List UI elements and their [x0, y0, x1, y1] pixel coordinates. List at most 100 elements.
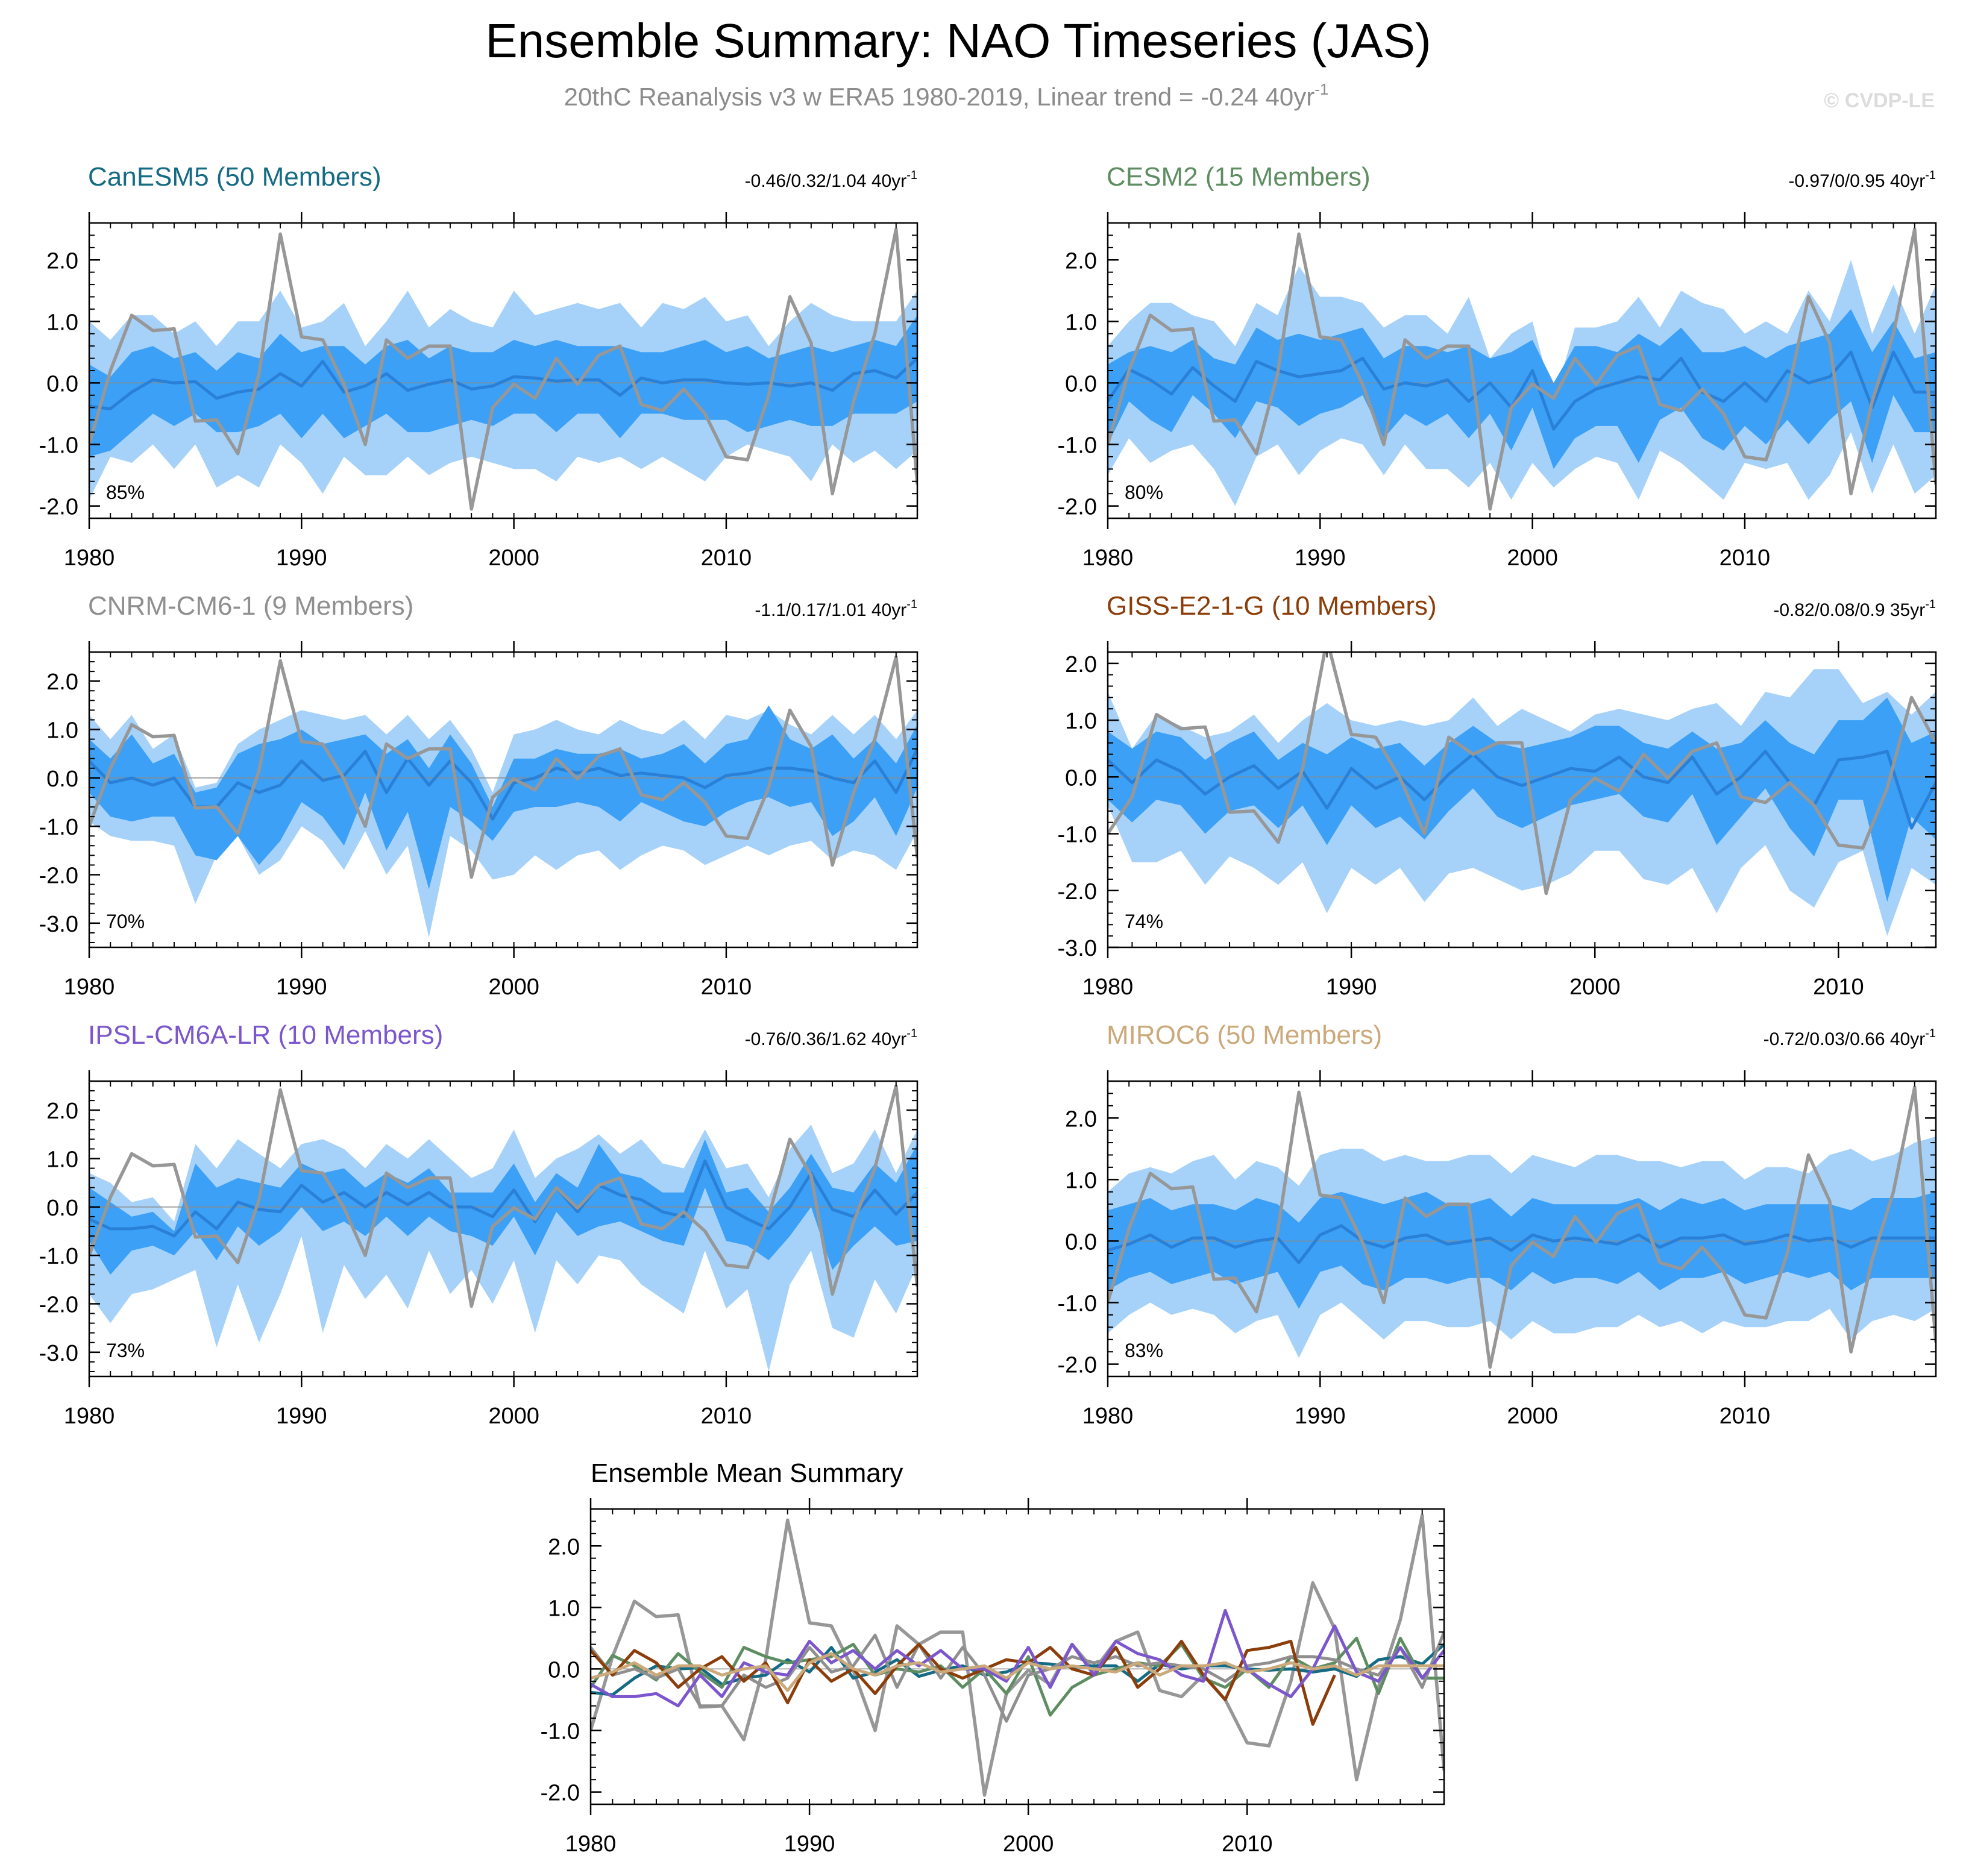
canesm5-x-tick-label: 1990 — [276, 545, 327, 571]
ensmean-panel: -2.0 -1.0 0.0 1.0 2.0 1980 1990 2000 2010 Ensembl… — [541, 1458, 1445, 1857]
miroc6-observed-line — [1108, 1085, 1936, 1369]
miroc6-y-tick-label: 2.0 — [1065, 1106, 1097, 1132]
giss-panel: -3.0 -2.0 -1.0 0.0 1.0 2.0 1980 1990 2000 2010 GIS… — [1058, 591, 1937, 1000]
ipsl-y-tick-label: 1.0 — [46, 1147, 78, 1173]
ipsl-plot-area — [89, 1084, 917, 1372]
cesm2-trend-superscript: -1 — [1925, 169, 1936, 182]
ipsl-x-tick-label: 2000 — [488, 1404, 539, 1429]
cesm2-trend-text: -0.97/0/0.95 40yr — [1788, 171, 1925, 191]
canesm5-percent-label: 85% — [106, 482, 145, 503]
cesm2-observed-line — [1108, 227, 1936, 511]
miroc6-x-tick-label: 1980 — [1082, 1404, 1134, 1429]
ipsl-x-tick-label: 1980 — [64, 1404, 115, 1429]
canesm5-y-tick-label: 1.0 — [46, 310, 78, 335]
ensmean-x-tick-label: 2000 — [1003, 1831, 1054, 1857]
giss-title: GISS-E2-1-G (10 Members) — [1107, 591, 1437, 621]
ipsl-trend-superscript: -1 — [906, 1027, 917, 1040]
ensmean-y-tick-label: -1.0 — [541, 1719, 580, 1745]
giss-y-tick-label: 0.0 — [1065, 765, 1097, 791]
miroc6-trend-label: -0.72/0.03/0.66 40yr-1 — [1764, 1027, 1936, 1049]
miroc6-trend-text: -0.72/0.03/0.66 40yr — [1764, 1029, 1926, 1049]
ipsl-trend-label: -0.76/0.36/1.62 40yr-1 — [745, 1027, 917, 1049]
miroc6-trend-superscript: -1 — [1925, 1027, 1936, 1040]
giss-y-tick-label: 1.0 — [1065, 709, 1097, 734]
cesm2-title: CESM2 (15 Members) — [1107, 162, 1371, 192]
canesm5-x-tick-label: 2000 — [488, 545, 539, 571]
miroc6-y-tick-label: -1.0 — [1058, 1291, 1097, 1317]
subtitle-text: 20thC Reanalysis v3 w ERA5 1980-2019, Li… — [564, 83, 1315, 111]
miroc6-panel: -2.0 -1.0 0.0 1.0 2.0 1980 1990 2000 2010 MIROC6 … — [1058, 1020, 1937, 1429]
canesm5-x-tick-label: 2010 — [701, 545, 752, 571]
cesm2-x-tick-label: 1980 — [1082, 545, 1134, 571]
ipsl-observed-line — [89, 1084, 917, 1308]
cesm2-y-tick-label: 0.0 — [1065, 371, 1097, 397]
cesm2-y-tick-label: -1.0 — [1058, 433, 1097, 459]
cnrm-y-tick-label: -3.0 — [39, 912, 78, 937]
giss-y-tick-label: -1.0 — [1058, 823, 1097, 848]
ensmean-x-tick-label: 1980 — [565, 1831, 617, 1857]
ensmean-title: Ensemble Mean Summary — [591, 1458, 903, 1488]
miroc6-x-tick-label: 2010 — [1720, 1404, 1771, 1429]
miroc6-plot-area — [1108, 1085, 1936, 1369]
canesm5-y-tick-label: -2.0 — [39, 495, 78, 520]
ensmean-y-tick-label: 2.0 — [548, 1534, 580, 1560]
panels-group: -2.0 -1.0 0.0 1.0 2.0 1980 1990 2000 2010 CanESM5… — [39, 162, 1937, 1857]
ensmean-y-tick-label: 1.0 — [548, 1596, 580, 1621]
miroc6-x-tick-label: 1990 — [1295, 1404, 1346, 1429]
ensmean-series-cesm2-line — [591, 1636, 1444, 1717]
ipsl-title: IPSL-CM6A-LR (10 Members) — [88, 1020, 443, 1050]
cesm2-x-tick-label: 2000 — [1507, 545, 1558, 571]
canesm5-trend-label: -0.46/0.32/1.04 40yr-1 — [745, 169, 917, 191]
giss-y-tick-label: 2.0 — [1065, 652, 1097, 677]
ensmean-y-tick-label: 0.0 — [548, 1657, 580, 1683]
giss-observed-line — [1108, 652, 1936, 896]
watermark: © CVDP-LE — [1824, 89, 1935, 112]
page-title: Ensemble Summary: NAO Timeseries (JAS) — [485, 14, 1431, 67]
ipsl-y-tick-label: -1.0 — [39, 1244, 78, 1269]
cnrm-trend-label: -1.1/0.17/1.01 40yr-1 — [755, 598, 917, 620]
miroc6-title: MIROC6 (50 Members) — [1107, 1020, 1382, 1050]
cesm2-trend-label: -0.97/0/0.95 40yr-1 — [1788, 169, 1936, 191]
miroc6-x-tick-label: 2000 — [1507, 1404, 1558, 1429]
miroc6-y-tick-label: 1.0 — [1065, 1168, 1097, 1193]
ipsl-ensemble-mean-line — [89, 1159, 917, 1238]
giss-trend-text: -0.82/0.08/0.9 35yr — [1773, 600, 1925, 620]
cnrm-title: CNRM-CM6-1 (9 Members) — [88, 591, 413, 621]
ensmean-x-tick-label: 2010 — [1222, 1831, 1273, 1857]
giss-x-tick-label: 1990 — [1326, 974, 1377, 1000]
canesm5-x-tick-label: 1980 — [64, 545, 115, 571]
canesm5-panel: -2.0 -1.0 0.0 1.0 2.0 1980 1990 2000 2010 CanESM5… — [39, 162, 919, 571]
giss-inner-band — [1108, 697, 1936, 902]
giss-trend-label: -0.82/0.08/0.9 35yr-1 — [1773, 598, 1936, 620]
cesm2-percent-label: 80% — [1125, 482, 1163, 503]
ensmean-plot-area — [591, 1513, 1444, 1797]
miroc6-y-tick-label: -2.0 — [1058, 1353, 1097, 1378]
cnrm-x-tick-label: 2000 — [488, 974, 539, 1000]
cesm2-x-tick-label: 2010 — [1720, 545, 1771, 571]
cesm2-panel: -2.0 -1.0 0.0 1.0 2.0 1980 1990 2000 2010 CESM2 (… — [1058, 162, 1937, 571]
ipsl-frame — [88, 1080, 919, 1378]
ipsl-y-tick-label: -2.0 — [39, 1293, 78, 1318]
cesm2-x-tick-label: 1990 — [1295, 545, 1346, 571]
canesm5-title: CanESM5 (50 Members) — [88, 162, 382, 192]
ipsl-x-tick-label: 2010 — [701, 1404, 752, 1429]
ensmean-series-observed-line — [591, 1513, 1444, 1797]
cnrm-inner-band — [89, 705, 917, 889]
cnrm-y-tick-label: 0.0 — [46, 767, 78, 792]
giss-y-tick-label: -3.0 — [1058, 936, 1097, 961]
cnrm-y-tick-label: 1.0 — [46, 718, 78, 744]
canesm5-y-tick-label: 0.0 — [46, 371, 78, 397]
cesm2-y-tick-label: -2.0 — [1058, 495, 1097, 520]
miroc6-percent-label: 83% — [1125, 1340, 1163, 1361]
giss-plot-area — [1108, 652, 1936, 936]
giss-trend-superscript: -1 — [1925, 598, 1936, 611]
miroc6-ensemble-mean-line — [1108, 1224, 1936, 1264]
cnrm-trend-superscript: -1 — [906, 598, 917, 611]
ensmean-x-tick-label: 1990 — [784, 1831, 835, 1857]
giss-x-tick-label: 1980 — [1082, 974, 1134, 1000]
cnrm-ensemble-mean-line — [89, 748, 917, 821]
cesm2-plot-area — [1108, 227, 1936, 511]
cesm2-y-tick-label: 1.0 — [1065, 310, 1097, 335]
cnrm-frame — [88, 651, 919, 949]
